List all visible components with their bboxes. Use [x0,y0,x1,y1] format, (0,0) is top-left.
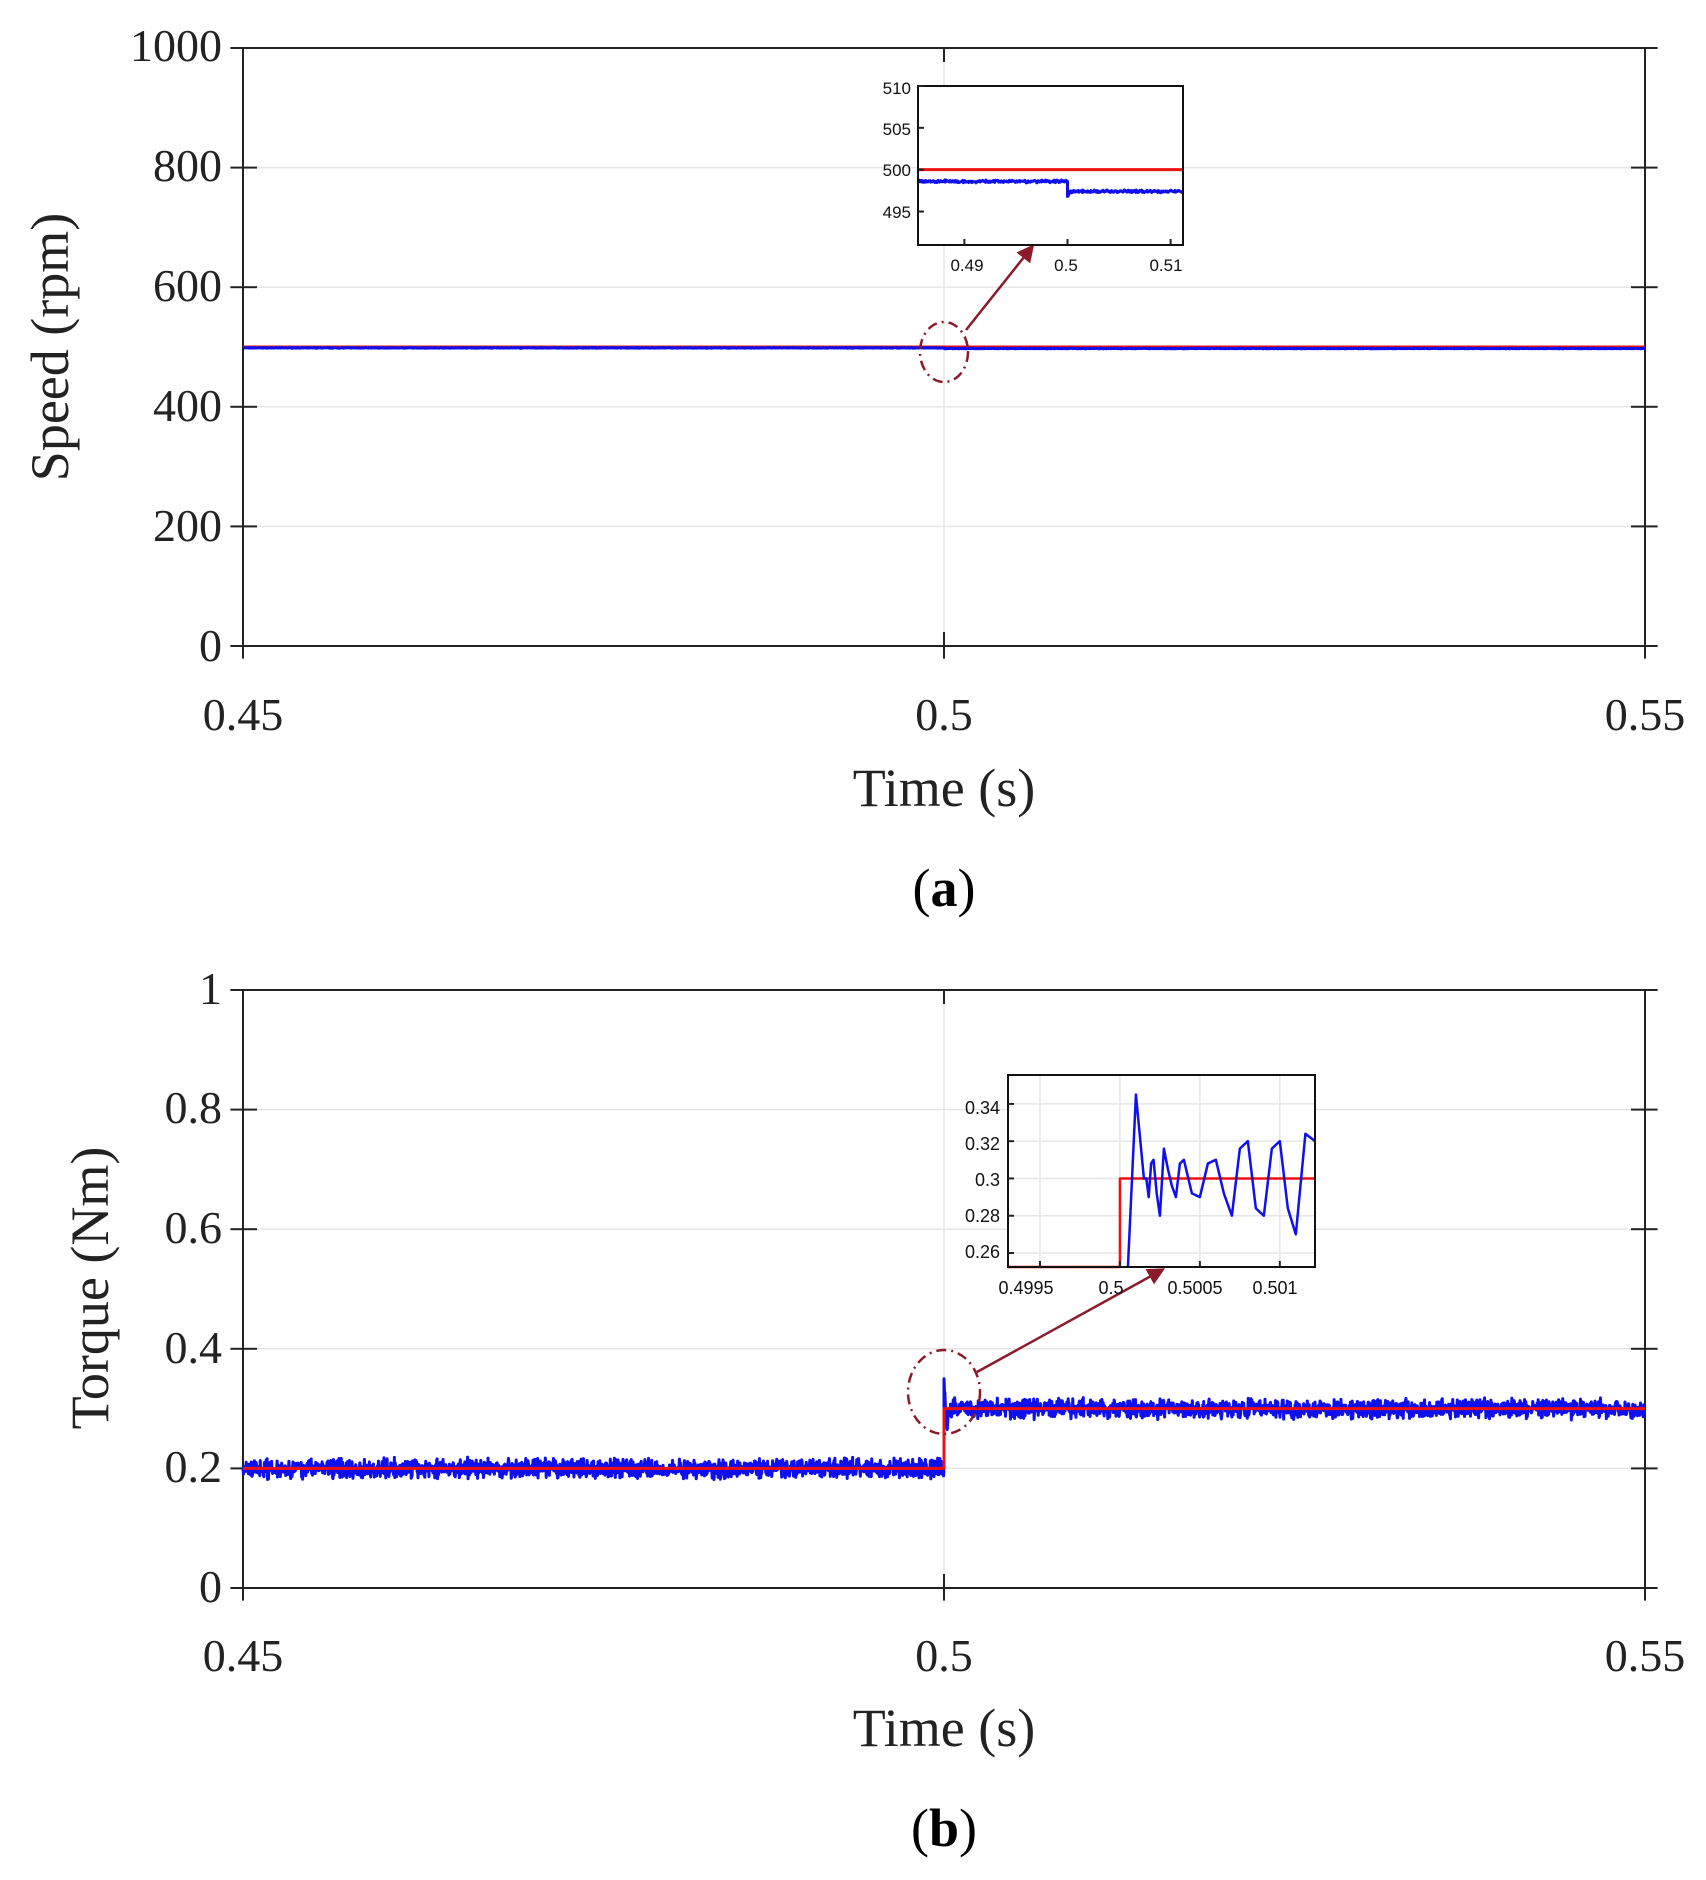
speed-zoom-arrow [965,244,1035,331]
speed-xtick-label: 0.55 [1605,689,1686,740]
speed-ytick-labels: 1000 800 600 400 200 0 [130,20,222,671]
torque-inset-ytick-label: 0.32 [965,1134,1000,1154]
torque-inset-ytick-label: 0.3 [975,1170,1000,1190]
speed-caption: (a) [913,858,976,918]
torque-ytick-label: 0.2 [165,1441,223,1492]
speed-inset-ticks [918,85,1172,245]
speed-xtick-label: 0.45 [203,689,284,740]
speed-ytick-label: 800 [153,140,222,191]
speed-xtick-labels: 0.45 0.5 0.55 [203,689,1686,740]
torque-ytick-label: 0.4 [165,1322,223,1373]
torque-ytick-label: 0.8 [165,1082,223,1133]
torque-xtick-labels: 0.45 0.5 0.55 [203,1630,1686,1681]
speed-ytick-label: 0 [199,620,222,671]
speed-ticks [230,47,1658,659]
speed-ytick-label: 1000 [130,20,222,71]
torque-ticks [230,989,1658,1601]
speed-inset-measured-line [917,178,1185,198]
torque-x-axis-label: Time (s) [853,1698,1036,1758]
speed-measured-line [241,346,1647,351]
torque-y-axis-label: Torque (Nm) [60,1147,120,1430]
torque-zoom-circle [906,1348,982,1436]
torque-inset-xtick-label: 0.4995 [998,1278,1053,1298]
torque-ytick-labels: 1 0.8 0.6 0.4 0.2 0 [165,963,223,1612]
torque-inset: 0.34 0.32 0.3 0.28 0.26 0.4995 0.5 0.500… [965,1074,1316,1298]
torque-xtick-label: 0.55 [1605,1630,1686,1681]
torque-ytick-label: 1 [199,963,222,1014]
speed-ytick-label: 400 [153,380,222,431]
torque-inset-ytick-label: 0.26 [965,1242,1000,1262]
torque-ytick-label: 0 [199,1561,222,1612]
torque-xtick-label: 0.5 [915,1630,973,1681]
torque-ytick-label: 0.6 [165,1202,223,1253]
torque-caption-letter: b [929,1798,959,1858]
torque-grid [243,990,1645,1588]
speed-series [241,345,1647,351]
speed-inset-series [917,168,1185,198]
torque-inset-ticks [1008,1102,1281,1267]
speed-inset-xtick-label: 0.5 [1054,256,1078,275]
speed-inset-xtick-label: 0.51 [1149,256,1182,275]
torque-inset-ytick-label: 0.34 [965,1098,1000,1118]
speed-ytick-label: 200 [153,500,222,551]
speed-inset-ytick-label: 500 [883,161,911,180]
torque-inset-frame [1007,1074,1316,1268]
speed-y-axis-label: Speed (rpm) [20,213,80,481]
speed-x-axis-label: Time (s) [853,758,1036,818]
torque-series [241,1377,1647,1482]
torque-xtick-label: 0.45 [203,1630,284,1681]
torque-inset-xtick-label: 0.5005 [1167,1278,1222,1298]
speed-inset-background [918,86,1183,245]
speed-inset-frame [917,85,1184,246]
torque-inset-xtick-label: 0.501 [1252,1278,1297,1298]
torque-reference-line [243,1407,1645,1470]
torque-zoom-arrow [976,1268,1166,1374]
speed-inset: 510 505 500 495 0.49 0.5 0.51 [883,79,1185,275]
torque-caption: (b) [911,1798,977,1858]
speed-inset-xtick-label: 0.49 [950,256,983,275]
speed-inset-ytick-label: 495 [883,203,911,222]
torque-inset-ytick-label: 0.28 [965,1206,1000,1226]
speed-inset-ytick-label: 510 [883,79,911,98]
speed-ytick-label: 600 [153,260,222,311]
speed-xtick-label: 0.5 [915,689,973,740]
torque-inset-xtick-label: 0.5 [1098,1278,1123,1298]
speed-zoom-circle [918,320,970,384]
speed-caption-letter: a [931,858,958,918]
speed-panel: 1000 800 600 400 200 0 0.45 0.5 0.55 Tim… [20,20,1685,918]
torque-inset-measured-line [1126,1093,1316,1268]
speed-inset-ytick-label: 505 [883,120,911,139]
torque-panel: 1 0.8 0.6 0.4 0.2 0 0.45 0.5 0.55 Time (… [60,963,1685,1858]
